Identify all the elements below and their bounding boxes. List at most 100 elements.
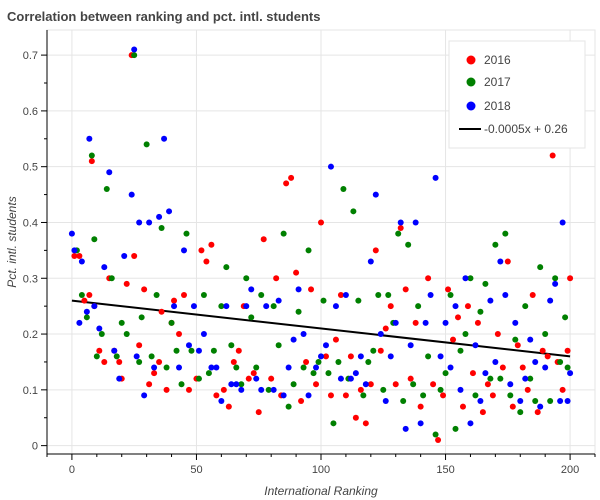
point-2017 <box>527 375 534 382</box>
point-2017 <box>270 303 277 310</box>
point-2018 <box>71 247 78 254</box>
y-tick-label: 0.1 <box>23 385 38 397</box>
point-2017 <box>532 398 539 404</box>
point-2017 <box>178 381 185 388</box>
point-2016 <box>185 386 192 393</box>
legend: 2016 2017 2018 -0.0005x + 0.26 <box>448 40 586 149</box>
point-2016 <box>430 381 437 388</box>
y-axis-label: Pct. intl. students <box>5 196 19 287</box>
point-2017 <box>522 303 529 310</box>
x-tick-label: 100 <box>312 464 330 476</box>
point-2016 <box>136 342 143 349</box>
point-2018 <box>156 213 163 220</box>
point-2017 <box>400 398 407 404</box>
x-tick-label: 150 <box>436 464 454 476</box>
point-2017 <box>340 186 347 192</box>
point-2017 <box>210 347 217 354</box>
y-tick-label: 0.5 <box>23 162 38 174</box>
y-tick-label: 0 <box>32 441 38 453</box>
point-2017 <box>375 292 382 298</box>
point-2016 <box>163 386 170 393</box>
point-2018 <box>83 308 90 315</box>
point-2016 <box>459 403 466 410</box>
point-2018 <box>567 370 574 377</box>
point-2018 <box>512 319 519 326</box>
point-2016 <box>549 152 556 159</box>
point-2018 <box>559 219 566 226</box>
point-2017 <box>195 375 202 382</box>
point-2018 <box>497 258 504 265</box>
point-2017 <box>228 342 235 349</box>
point-2018 <box>442 319 449 326</box>
point-2016 <box>529 292 536 298</box>
point-2017 <box>432 431 439 438</box>
point-2017 <box>113 353 120 360</box>
point-2017 <box>355 297 362 304</box>
y-tick-label: 0.6 <box>23 106 38 118</box>
point-2016 <box>514 342 521 349</box>
point-2016 <box>225 403 232 410</box>
point-2018 <box>270 386 277 393</box>
point-2018 <box>407 342 414 349</box>
point-2018 <box>357 353 364 360</box>
point-2018 <box>447 364 454 371</box>
point-2017 <box>502 230 509 237</box>
point-2016 <box>293 269 300 276</box>
point-2018 <box>131 46 138 53</box>
point-2018 <box>487 297 494 304</box>
point-2017 <box>123 331 130 338</box>
point-2018 <box>166 208 173 215</box>
point-2018 <box>300 331 307 338</box>
point-2018 <box>101 264 108 271</box>
point-2016 <box>347 353 354 360</box>
point-2018 <box>387 353 394 360</box>
point-2017 <box>452 425 459 432</box>
point-2018 <box>402 425 409 432</box>
point-2017 <box>223 264 230 271</box>
point-2017 <box>360 392 367 399</box>
point-2018 <box>412 219 419 226</box>
point-2017 <box>78 292 85 298</box>
legend-label-trendline: -0.0005x + 0.26 <box>484 122 568 136</box>
point-2016 <box>255 409 262 416</box>
y-tick-label: 0.2 <box>23 329 38 341</box>
x-tick-label: 200 <box>561 464 579 476</box>
point-2017 <box>442 370 449 377</box>
point-2017 <box>253 364 260 371</box>
point-2018 <box>382 398 389 404</box>
point-2018 <box>397 219 404 226</box>
point-2016 <box>504 258 511 265</box>
point-2017 <box>562 314 569 321</box>
point-2016 <box>230 358 237 365</box>
point-2016 <box>567 275 574 282</box>
point-2016 <box>198 247 205 254</box>
point-2016 <box>308 286 315 293</box>
point-2016 <box>450 336 457 343</box>
point-2018 <box>557 398 564 404</box>
point-2017 <box>168 319 175 326</box>
point-2016 <box>474 319 481 326</box>
point-2018 <box>522 375 529 382</box>
point-2017 <box>248 314 255 321</box>
point-2018 <box>332 303 339 310</box>
point-2018 <box>111 347 118 354</box>
point-2017 <box>365 358 372 365</box>
point-2016 <box>332 336 339 343</box>
point-2016 <box>509 403 516 410</box>
point-2016 <box>367 381 374 388</box>
point-2017 <box>205 370 212 377</box>
trendline-layer <box>71 299 571 358</box>
point-2016 <box>220 386 227 393</box>
point-2017 <box>243 275 250 282</box>
point-2018 <box>477 398 484 404</box>
point-2018 <box>507 381 514 388</box>
point-2016 <box>417 403 424 410</box>
point-2016 <box>402 286 409 293</box>
point-2016 <box>181 292 187 298</box>
point-2017 <box>88 152 95 159</box>
point-2016 <box>499 364 506 371</box>
point-2018 <box>275 297 282 304</box>
point-2018 <box>76 319 83 326</box>
point-2017 <box>492 241 499 248</box>
point-2016 <box>469 370 476 377</box>
